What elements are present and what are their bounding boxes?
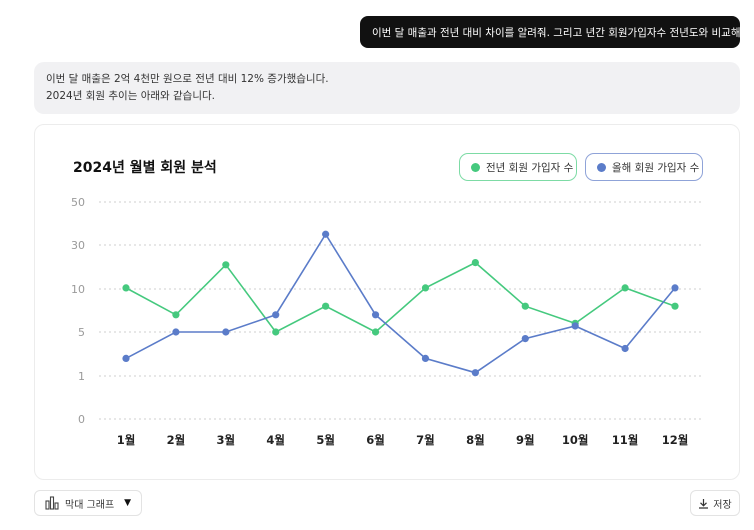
user-message-text: 이번 달 매출과 전년 대비 차이를 알려줘. 그리고 년간 회원가입자수 전년…: [372, 26, 740, 39]
legend-item-prev-year[interactable]: 전년 회원 가입자 수: [459, 153, 577, 181]
x-tick-label: 5월: [316, 433, 335, 447]
y-tick-label: 50: [71, 196, 85, 209]
y-tick-label: 30: [71, 239, 85, 252]
point-prev-12[interactable]: [671, 302, 679, 310]
series-line-curr-year: [125, 232, 676, 374]
point-curr-12[interactable]: [671, 284, 679, 292]
point-prev-5[interactable]: [322, 302, 330, 310]
x-axis-ticks: 1월 2월 3월 4월 5월 6월 7월 8월 9월 10월 11월 12월: [117, 433, 689, 447]
point-curr-1[interactable]: [122, 354, 130, 362]
y-tick-label: 10: [71, 283, 85, 296]
point-curr-4[interactable]: [272, 311, 280, 319]
chart-series: [122, 230, 679, 377]
user-message-bubble: 이번 달 매출과 전년 대비 차이를 알려줘. 그리고 년간 회원가입자수 전년…: [360, 16, 740, 48]
line-chart: 0 1 5 10 30 50 1월 2월 3월 4월 5월 6월 7월 8월 9월 10월 11월 12월: [71, 196, 703, 447]
point-prev-3[interactable]: [222, 261, 230, 269]
chevron-down-icon: ▼: [124, 498, 131, 508]
point-curr-3[interactable]: [222, 328, 230, 336]
x-tick-label: 2월: [167, 433, 186, 447]
answer-line-1: 이번 달 매출은 2억 4천만 원으로 전년 대비 12% 증가했습니다.: [46, 73, 329, 85]
point-curr-11[interactable]: [621, 344, 629, 353]
chart-card: 0 1 5 10 30 50 1월 2월 3월 4월 5월 6월 7월 8월 9월 10월 11월 12월 20…: [34, 124, 740, 480]
point-curr-9[interactable]: [521, 335, 529, 343]
point-prev-7[interactable]: [421, 284, 430, 292]
save-label: 저장: [713, 499, 732, 511]
y-tick-label: 5: [78, 326, 85, 339]
x-tick-label: 8월: [466, 433, 485, 447]
legend-label-curr: 올해 회원 가입자 수: [612, 161, 700, 174]
x-tick-label: 1월: [117, 433, 136, 447]
series-line-prev-year: [125, 261, 676, 334]
x-tick-label: 3월: [217, 433, 236, 447]
x-tick-label: 6월: [366, 433, 385, 447]
y-tick-label: 0: [78, 413, 85, 426]
point-curr-7[interactable]: [421, 354, 430, 362]
y-tick-label: 1: [78, 370, 85, 383]
x-tick-label: 11월: [612, 433, 639, 447]
point-prev-2[interactable]: [172, 311, 180, 319]
chart-title: 2024년 월별 회원 분석: [73, 160, 217, 176]
x-tick-label: 7월: [416, 433, 435, 447]
point-prev-1[interactable]: [122, 284, 130, 292]
point-curr-5[interactable]: [322, 230, 330, 238]
legend-label-prev: 전년 회원 가입자 수: [486, 161, 574, 174]
download-icon: [698, 498, 709, 509]
x-tick-label: 12월: [662, 433, 689, 447]
point-prev-6[interactable]: [371, 328, 380, 336]
point-curr-2[interactable]: [172, 328, 180, 336]
point-prev-4[interactable]: [272, 328, 280, 336]
legend-dot-prev-icon: [471, 162, 480, 172]
point-curr-10[interactable]: [571, 322, 579, 330]
point-curr-6[interactable]: [371, 311, 380, 319]
x-tick-label: 9월: [516, 433, 535, 447]
point-curr-8[interactable]: [471, 369, 479, 377]
legend-dot-curr-icon: [597, 162, 606, 172]
x-tick-label: 10월: [562, 433, 589, 447]
chart-type-dropdown[interactable]: 막대 그래프 ▼: [34, 490, 142, 516]
assistant-answer-bubble: 이번 달 매출은 2억 4천만 원으로 전년 대비 12% 증가했습니다. 20…: [34, 62, 740, 114]
bar-chart-icon: [45, 496, 59, 510]
answer-line-2: 2024년 회원 추이는 아래와 같습니다.: [46, 90, 215, 102]
point-prev-9[interactable]: [521, 302, 529, 310]
chart-grid: [99, 201, 703, 420]
legend-item-curr-year[interactable]: 올해 회원 가입자 수: [585, 153, 703, 181]
x-tick-label: 4월: [266, 433, 285, 447]
y-axis-ticks: 0 1 5 10 30 50: [71, 196, 85, 426]
save-button[interactable]: 저장: [690, 490, 740, 516]
point-prev-11[interactable]: [621, 284, 629, 292]
chart-type-label: 막대 그래프: [65, 499, 115, 511]
point-prev-8[interactable]: [471, 259, 479, 267]
